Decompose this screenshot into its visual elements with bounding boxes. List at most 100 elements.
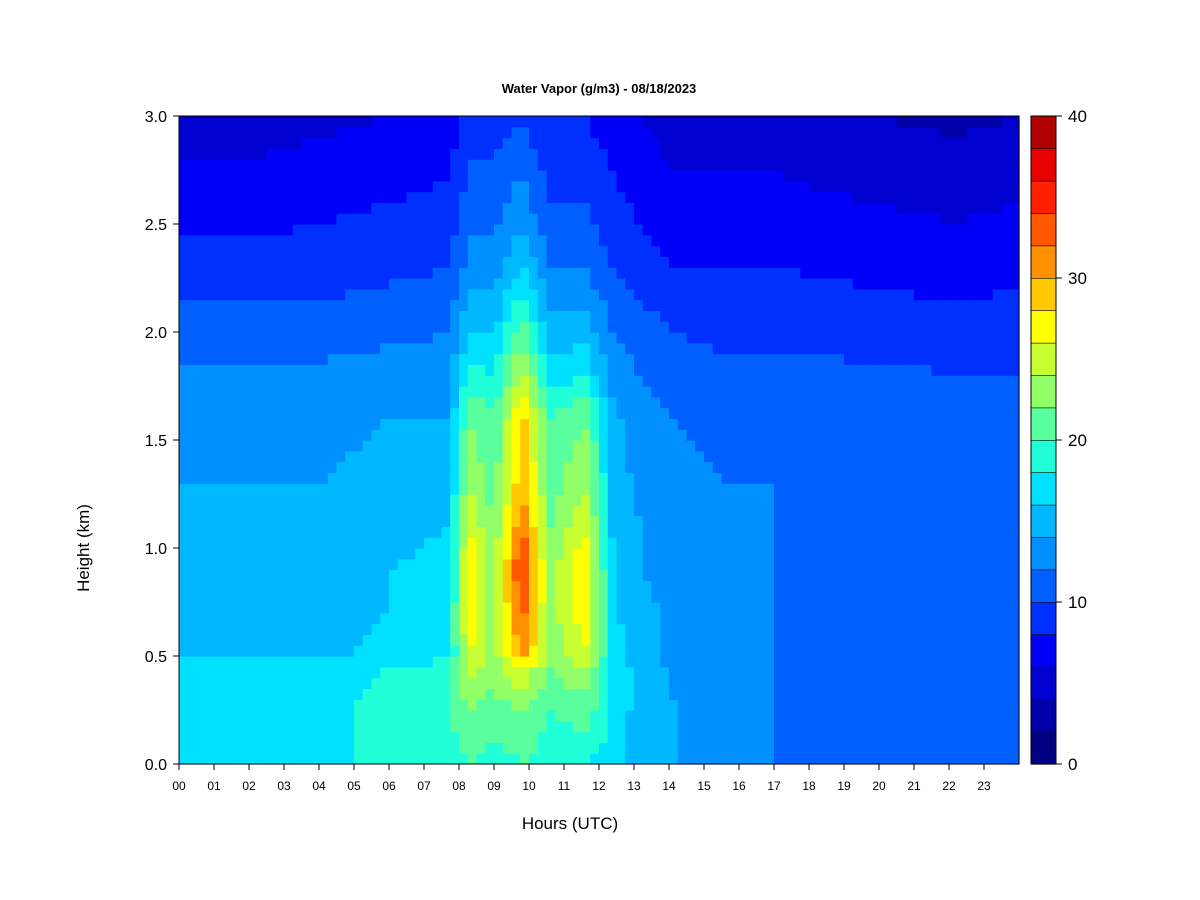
heatmap-cell (441, 396, 451, 409)
heatmap-cell (266, 278, 276, 290)
heatmap-cell (712, 202, 723, 214)
heatmap-cell (275, 310, 285, 322)
heatmap-cell (616, 731, 626, 743)
heatmap-cell (826, 450, 836, 463)
heatmap-cell (301, 450, 311, 463)
heatmap-cell (371, 429, 381, 441)
heatmap-cell (625, 159, 635, 171)
heatmap-cell (336, 699, 346, 711)
heatmap-cell (292, 440, 303, 452)
heatmap-cell (240, 137, 250, 149)
heatmap-cell (809, 191, 819, 203)
heatmap-cell (231, 126, 241, 139)
heatmap-cell (572, 191, 583, 203)
heatmap-cell (861, 731, 871, 743)
heatmap-cell (240, 548, 250, 560)
heatmap-cell (301, 558, 311, 571)
heatmap-cell (660, 407, 670, 419)
heatmap-cell (590, 342, 600, 355)
heatmap-cell (450, 440, 460, 452)
heatmap-cell (686, 418, 696, 430)
heatmap-cell (214, 310, 224, 322)
heatmap-cell (275, 288, 285, 301)
heatmap-cell (730, 180, 740, 193)
heatmap-cell (345, 602, 355, 614)
heatmap-cell (835, 191, 845, 203)
heatmap-cell (782, 742, 793, 754)
heatmap-cell (397, 375, 408, 387)
heatmap-cell (756, 450, 766, 463)
heatmap-cell (310, 180, 320, 193)
heatmap-cell (555, 731, 565, 743)
heatmap-cell (459, 450, 469, 463)
heatmap-cell (616, 364, 626, 376)
heatmap-cell (887, 126, 898, 139)
heatmap-cell (467, 634, 478, 646)
heatmap-cell (520, 256, 530, 268)
heatmap-cell (660, 364, 670, 376)
heatmap-cell (651, 504, 661, 517)
heatmap-cell (765, 126, 775, 139)
heatmap-cell (572, 623, 583, 635)
heatmap-cell (354, 666, 364, 679)
heatmap-cell (634, 569, 644, 581)
heatmap-cell (424, 396, 434, 409)
heatmap-cell (861, 645, 871, 657)
heatmap-cell (415, 353, 425, 365)
heatmap-cell (695, 321, 705, 333)
heatmap-cell (791, 602, 801, 614)
heatmap-cell (651, 580, 661, 592)
heatmap-cell (721, 116, 731, 128)
heatmap-cell (765, 440, 775, 452)
heatmap-cell (406, 137, 416, 149)
heatmap-cell (607, 461, 618, 473)
heatmap-cell (397, 126, 408, 139)
heatmap-cell (572, 224, 583, 236)
heatmap-cell (879, 656, 889, 668)
heatmap-cell (905, 666, 915, 679)
heatmap-cell (459, 321, 469, 333)
heatmap-cell (231, 720, 241, 733)
heatmap-cell (284, 720, 294, 733)
heatmap-cell (502, 342, 513, 355)
heatmap-cell (205, 191, 215, 203)
heatmap-cell (336, 515, 346, 527)
heatmap-cell (179, 213, 189, 225)
heatmap-cell (345, 180, 355, 193)
heatmap-cell (249, 677, 259, 689)
heatmap-cell (257, 731, 268, 743)
heatmap-cell (240, 461, 250, 473)
heatmap-cell (887, 483, 898, 495)
heatmap-cell (712, 159, 723, 171)
heatmap-cell (564, 321, 574, 333)
heatmap-cell (380, 386, 390, 398)
heatmap-cell (476, 710, 486, 722)
heatmap-cell (222, 202, 233, 214)
heatmap-cell (607, 299, 618, 311)
heatmap-cell (380, 375, 390, 387)
heatmap-cell (625, 440, 635, 452)
heatmap-cell (555, 310, 565, 322)
heatmap-cell (432, 234, 443, 247)
heatmap-cell (485, 720, 495, 733)
heatmap-cell (389, 407, 399, 419)
heatmap-cell (345, 245, 355, 257)
heatmap-cell (301, 299, 311, 311)
heatmap-cell (564, 213, 574, 225)
heatmap-cell (844, 278, 854, 290)
heatmap-cell (196, 213, 206, 225)
heatmap-cell (389, 494, 399, 506)
heatmap-cell (529, 699, 539, 711)
heatmap-cell (511, 440, 521, 452)
heatmap-cell (756, 526, 766, 538)
heatmap-cell (782, 710, 793, 722)
heatmap-cell (809, 234, 819, 247)
heatmap-cell (870, 515, 880, 527)
heatmap-cell (721, 656, 731, 668)
heatmap-cell (336, 353, 346, 365)
heatmap-cell (432, 180, 443, 193)
heatmap-cell (511, 580, 521, 592)
heatmap-cell (896, 180, 906, 193)
heatmap-cell (870, 148, 880, 160)
heatmap-cell (494, 731, 504, 743)
